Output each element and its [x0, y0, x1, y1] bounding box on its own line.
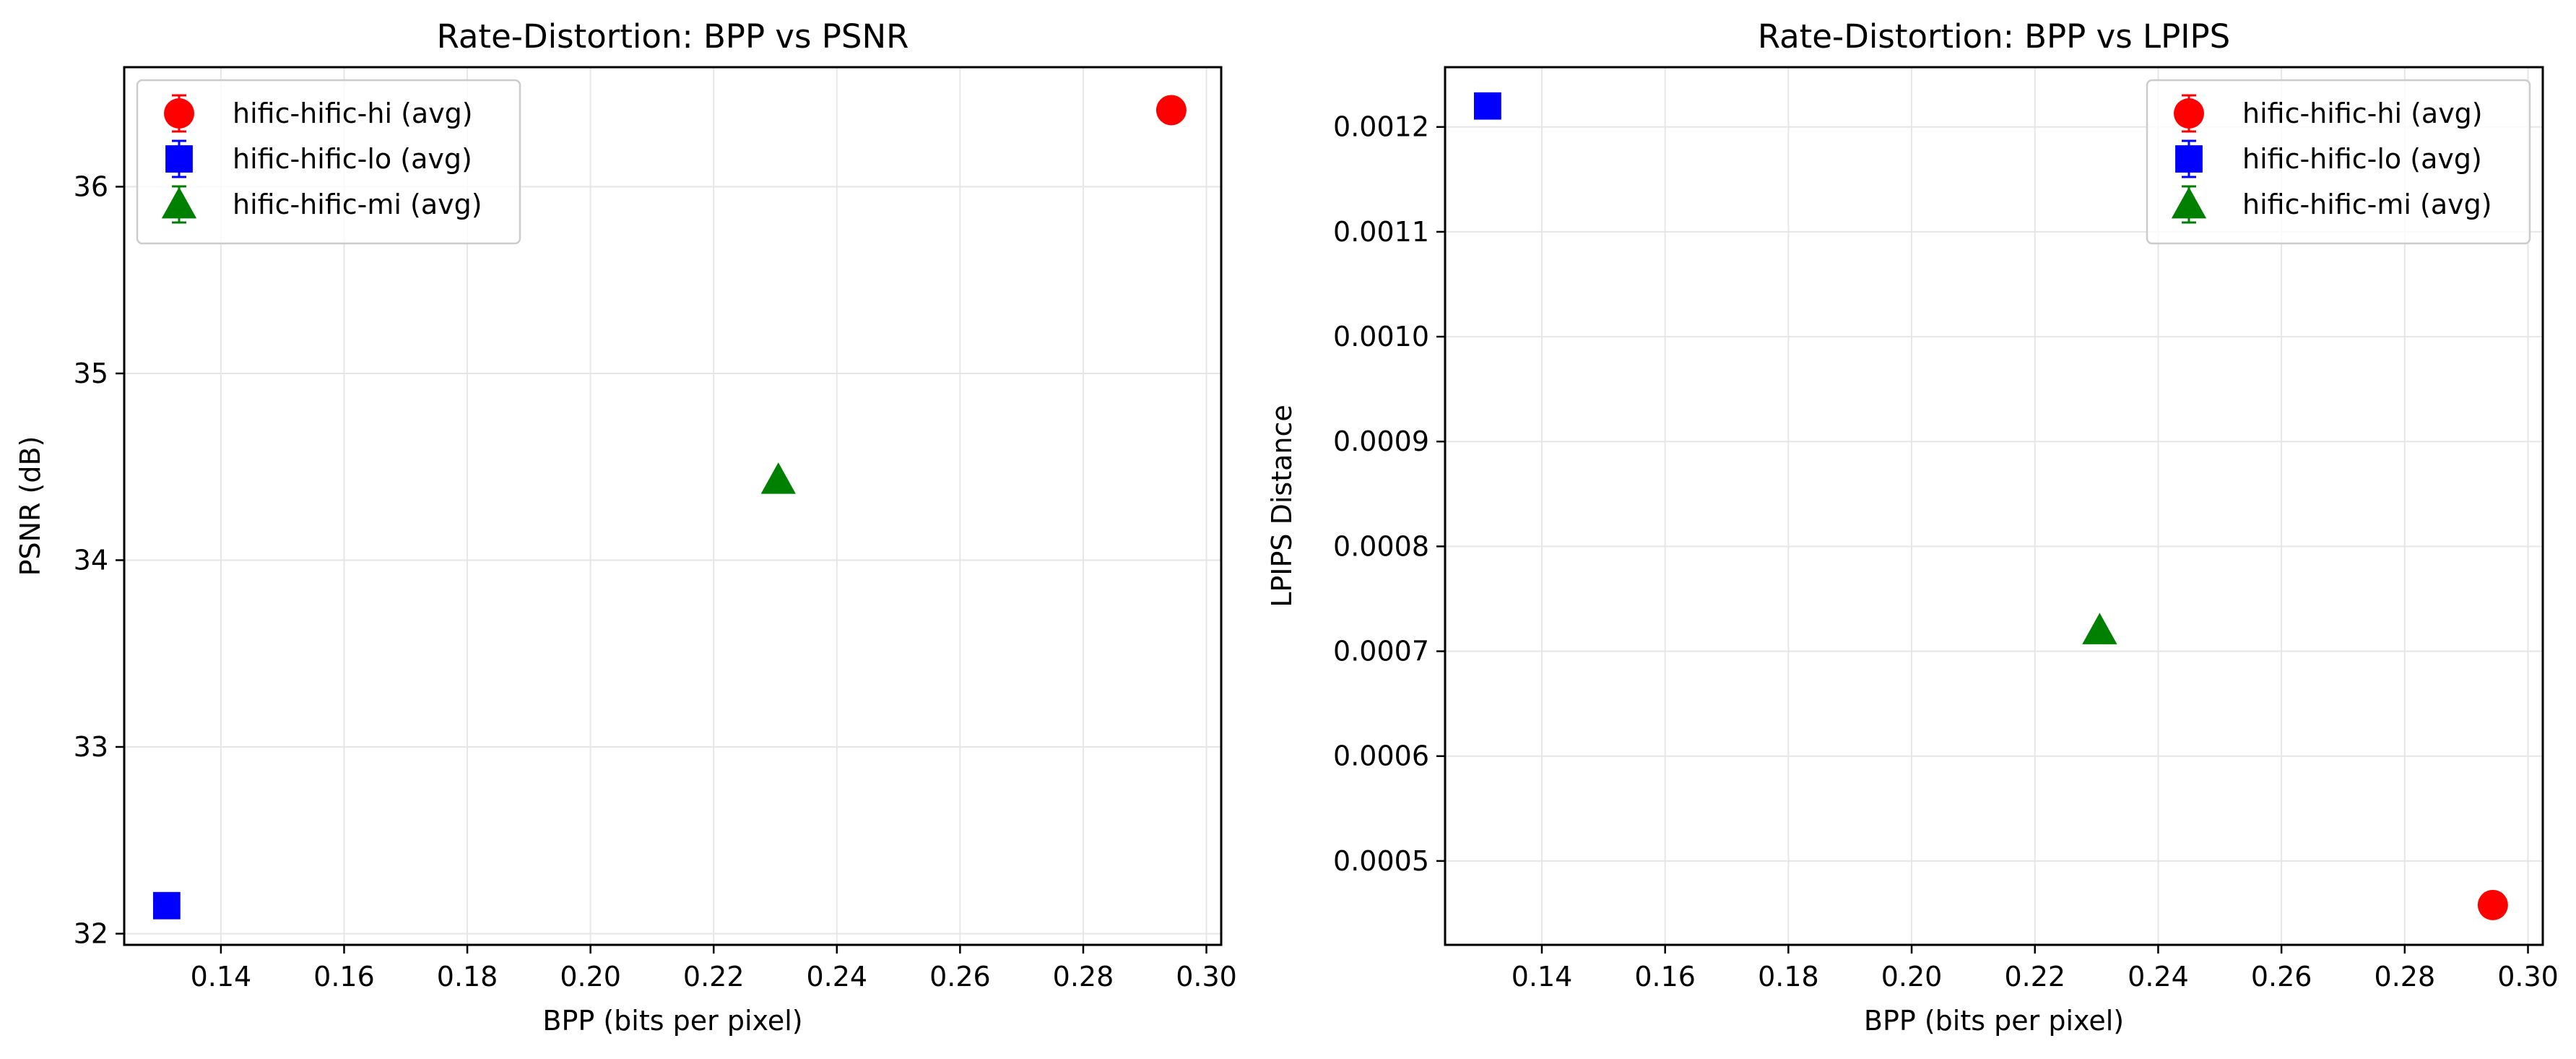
legend-marker-circle [2174, 98, 2204, 129]
legend-marker-square [2175, 145, 2203, 173]
chart-title: Rate-Distortion: BPP vs PSNR [437, 17, 909, 56]
x-tick-label: 0.26 [2251, 961, 2312, 993]
x-axis-label: BPP (bits per pixel) [1864, 1005, 2124, 1037]
y-tick-label: 0.0012 [1333, 111, 1429, 143]
x-axis-label: BPP (bits per pixel) [542, 1005, 802, 1037]
data-point-triangle [760, 462, 796, 494]
x-tick-label: 0.20 [560, 961, 621, 993]
legend-label: hific-hific-hi (avg) [2242, 98, 2483, 129]
y-tick-label: 0.0005 [1333, 845, 1429, 877]
y-tick-label: 0.0007 [1333, 636, 1429, 667]
x-tick-label: 0.18 [1758, 961, 1819, 993]
y-tick-label: 34 [74, 544, 108, 576]
x-tick-label: 0.26 [929, 961, 991, 993]
chart-title: Rate-Distortion: BPP vs LPIPS [1758, 17, 2230, 56]
data-point-circle [2477, 889, 2508, 920]
x-tick-label: 0.20 [1881, 961, 1943, 993]
x-tick-label: 0.28 [1053, 961, 1114, 993]
legend-label: hific-hific-lo (avg) [2242, 143, 2482, 175]
x-tick-label: 0.14 [191, 961, 252, 993]
x-tick-label: 0.22 [683, 961, 745, 993]
data-point-square [1473, 92, 1501, 120]
x-tick-label: 0.28 [2375, 961, 2436, 993]
legend-marker-circle [164, 98, 194, 129]
x-tick-label: 0.16 [313, 961, 375, 993]
data-point-triangle [2082, 613, 2117, 644]
legend-label: hific-hific-lo (avg) [233, 143, 472, 175]
x-tick-label: 0.30 [1176, 961, 1237, 993]
legend-marker-triangle [2171, 186, 2207, 219]
y-tick-label: 0.0008 [1333, 530, 1429, 562]
legend: hific-hific-hi (avg) hific-hific-lo (avg)… [136, 79, 521, 245]
y-tick-label: 0.0009 [1333, 425, 1429, 457]
legend-label: hific-hific-hi (avg) [233, 98, 473, 129]
x-tick-label: 0.22 [2004, 961, 2065, 993]
legend-label: hific-hific-mi (avg) [2242, 189, 2492, 220]
legend-marker-square [165, 145, 193, 173]
data-point-circle [1155, 95, 1187, 126]
y-tick-label: 36 [74, 170, 108, 202]
x-tick-label: 0.30 [2497, 961, 2559, 993]
y-axis-label: PSNR (dB) [14, 436, 46, 576]
y-tick-label: 0.0011 [1333, 216, 1429, 248]
legend: hific-hific-hi (avg) hific-hific-lo (avg)… [2146, 79, 2531, 245]
chart-1: 0.14 0.16 0.18 0.20 0.22 0.24 0.26 0.28 0.30 32 33… [14, 17, 1237, 1037]
y-axis-label: LPIPS Distance [1266, 405, 1298, 608]
y-tick-label: 35 [74, 358, 108, 389]
chart-2: 0.14 0.16 0.18 0.20 0.22 0.24 0.26 0.28 0.30 0.00… [1266, 17, 2559, 1037]
y-tick-label: 0.0010 [1333, 321, 1429, 353]
plot-frame [123, 66, 1223, 946]
x-tick-label: 0.18 [437, 961, 498, 993]
x-tick-label: 0.14 [1512, 961, 1573, 993]
y-tick-label: 32 [74, 917, 108, 949]
legend-label: hific-hific-mi (avg) [233, 189, 482, 220]
legend-marker-triangle [161, 186, 197, 219]
data-point-square [152, 891, 181, 920]
x-tick-label: 0.24 [2128, 961, 2189, 993]
legend-box [2146, 79, 2531, 245]
legend-box [136, 79, 521, 245]
x-tick-label: 0.16 [1634, 961, 1696, 993]
x-tick-label: 0.24 [806, 961, 867, 993]
y-tick-label: 0.0006 [1333, 740, 1429, 772]
y-tick-label: 33 [74, 731, 108, 763]
plot-frame [1444, 66, 2544, 946]
